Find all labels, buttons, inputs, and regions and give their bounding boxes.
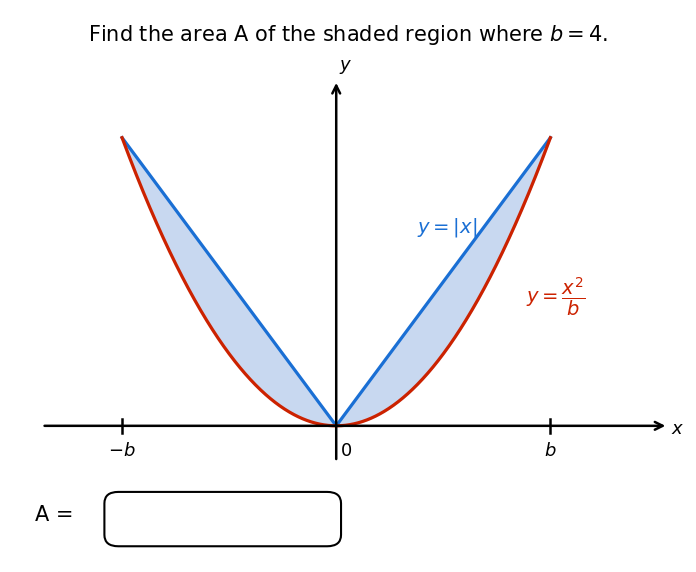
Text: $y = |x|$: $y = |x|$	[416, 216, 477, 239]
Text: $b$: $b$	[544, 442, 557, 460]
Text: $y$: $y$	[339, 58, 352, 77]
Text: Find the area A of the shaded region where $b = 4$.: Find the area A of the shaded region whe…	[88, 23, 608, 47]
Text: $-b$: $-b$	[109, 442, 136, 460]
Text: $0$: $0$	[340, 442, 352, 460]
Text: A =: A =	[35, 505, 73, 525]
Text: $y = \dfrac{x^2}{b}$: $y = \dfrac{x^2}{b}$	[526, 275, 586, 317]
Text: $x$: $x$	[671, 420, 684, 438]
